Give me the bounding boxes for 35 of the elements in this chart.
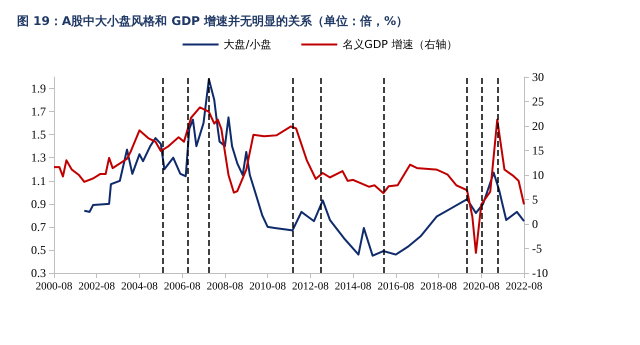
y-tick-label: 1.5: [31, 128, 46, 142]
y2-tick-label: -5: [532, 242, 542, 256]
y2-tick-label: 0: [532, 217, 538, 231]
y2-tick-label: 20: [532, 119, 544, 133]
y2-tick-label: 10: [532, 168, 544, 182]
y-tick-label: 0.7: [31, 220, 46, 234]
y2-tick-label: 25: [532, 94, 544, 108]
x-tick-label: 2006-08: [164, 280, 201, 292]
x-tick-label: 2000-08: [36, 280, 73, 292]
x-tick-label: 2002-08: [78, 280, 116, 292]
x-tick-label: 2018-08: [420, 280, 458, 292]
y-tick-label: 0.3: [31, 266, 46, 280]
y-tick-label: 1.7: [31, 104, 46, 119]
y-tick-label: 1.1: [31, 174, 46, 188]
line-series: [83, 78, 525, 257]
x-tick-label: 2008-08: [206, 280, 244, 292]
x-tick-label: 2022-08: [506, 280, 543, 292]
line-series: [53, 106, 525, 254]
y-tick-label: 0.5: [31, 242, 46, 257]
x-tick-label: 2016-08: [378, 280, 415, 292]
x-tick-label: 2012-08: [292, 280, 330, 292]
y2-tick-label: 5: [532, 192, 538, 206]
x-tick-label: 2010-08: [249, 280, 286, 292]
y-tick-label: 0.9: [31, 196, 46, 211]
x-tick-label: 2014-08: [334, 280, 372, 292]
x-tick-label: 2020-08: [462, 280, 500, 292]
y-tick-label: 1.3: [31, 150, 46, 165]
chart-title: 图 19：A股中大小盘风格和 GDP 增速并无明显的关系（单位：倍，%）: [17, 14, 408, 28]
y-tick-label: 1.9: [31, 82, 46, 96]
legend-label: 名义GDP 增速（右轴）: [342, 38, 458, 51]
y2-tick-label: 30: [532, 70, 544, 84]
y2-tick-label: 15: [532, 144, 544, 158]
y2-tick-label: -10: [532, 266, 548, 280]
legend-label: 大盘/小盘: [224, 38, 272, 51]
x-tick-label: 2004-08: [121, 280, 158, 292]
